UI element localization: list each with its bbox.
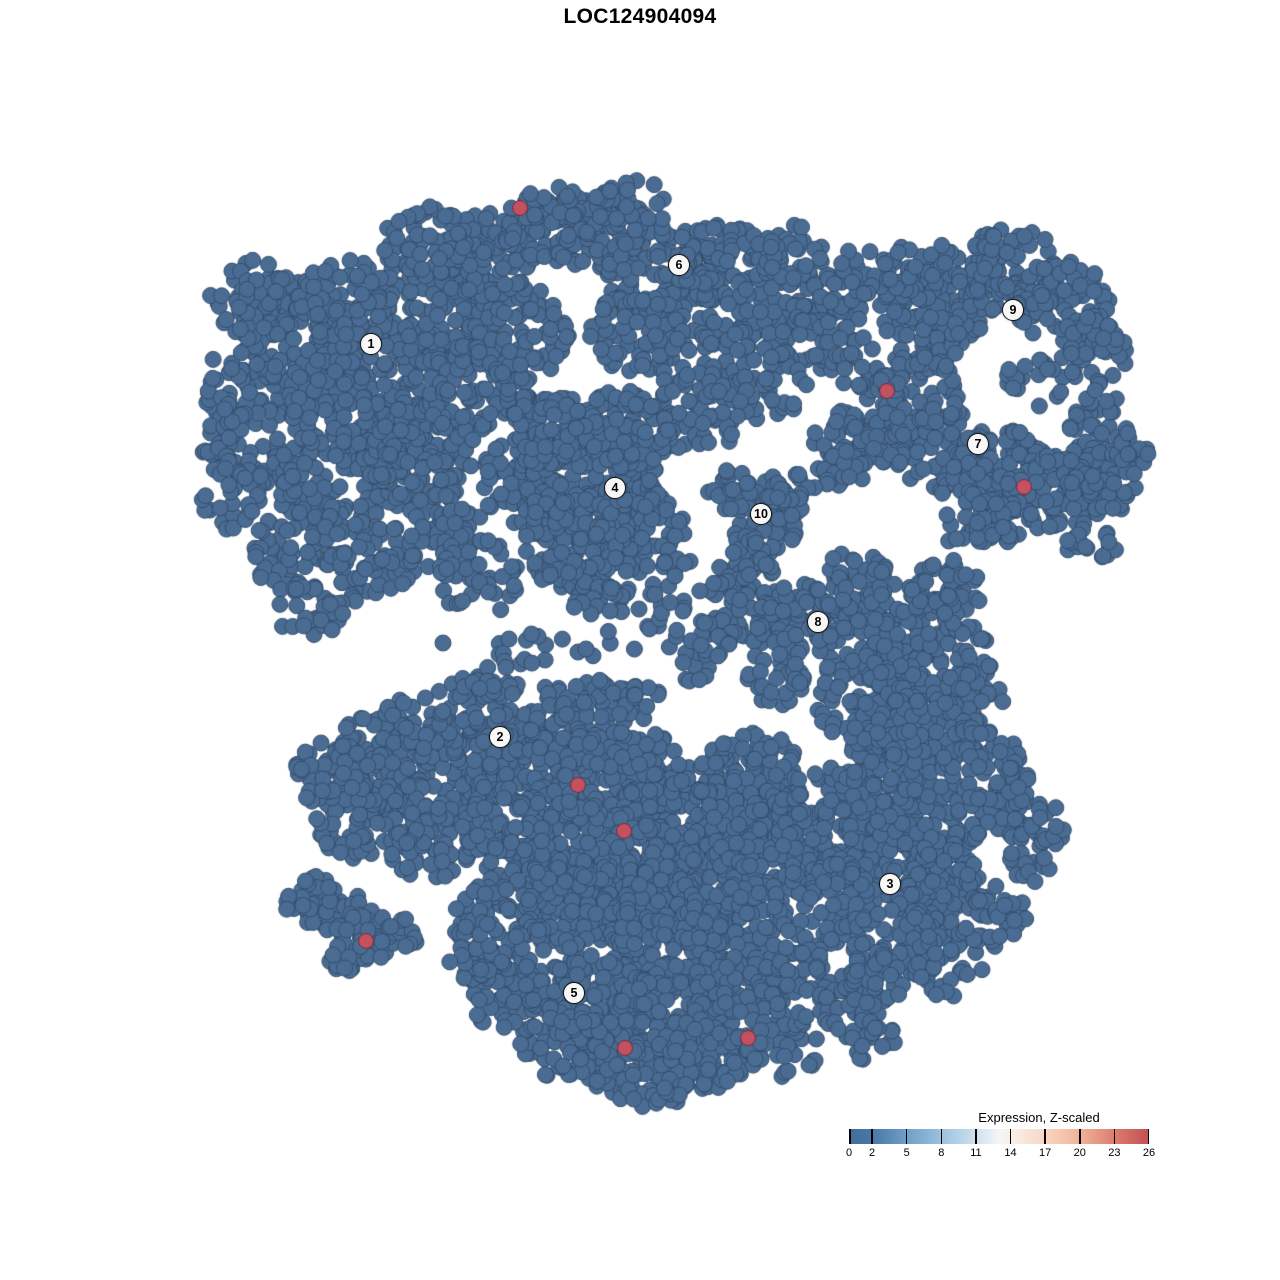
legend-tick-label: 17	[1039, 1147, 1052, 1159]
legend-tick	[1147, 1129, 1149, 1144]
legend-tick-labels: 0 2 5 8 11 14 17 20 23 26	[845, 1147, 1155, 1160]
legend-tick	[849, 1129, 851, 1144]
legend-tick	[871, 1129, 873, 1144]
cluster-label-9: 9	[1002, 299, 1024, 321]
cluster-label-7: 7	[967, 433, 989, 455]
legend-tick	[905, 1129, 908, 1144]
expression-legend: Expression, Z-scaled 0 2 5 8 11 14 17 20 23 26	[845, 1110, 1155, 1160]
legend-tick	[1079, 1129, 1081, 1144]
cluster-label-1: 1	[360, 333, 382, 355]
cluster-label-8: 8	[807, 611, 829, 633]
legend-tick	[1009, 1129, 1012, 1144]
legend-tick-label: 23	[1108, 1147, 1121, 1159]
legend-tick-label: 8	[938, 1147, 945, 1159]
cluster-label-10: 10	[750, 503, 772, 525]
legend-tick-label: 5	[903, 1147, 910, 1159]
legend-tick-label: 11	[970, 1147, 982, 1159]
cluster-label-6: 6	[668, 254, 690, 276]
legend-tick-label: 20	[1073, 1147, 1086, 1159]
legend-tick-label: 14	[1004, 1147, 1017, 1159]
cluster-label-4: 4	[604, 477, 626, 499]
legend-colorbar	[849, 1129, 1149, 1144]
legend-tick	[1113, 1129, 1116, 1144]
cluster-label-5: 5	[563, 982, 585, 1004]
legend-tick	[975, 1129, 977, 1144]
legend-tick	[1044, 1129, 1046, 1144]
cluster-label-3: 3	[879, 873, 901, 895]
legend-tick-label: 0	[845, 1147, 853, 1159]
legend-title: Expression, Z-scaled	[978, 1110, 1100, 1125]
legend-tick-label: 26	[1142, 1147, 1156, 1159]
legend-tick-label: 2	[869, 1147, 876, 1159]
cluster-label-2: 2	[489, 726, 511, 748]
legend-tick	[940, 1129, 943, 1144]
